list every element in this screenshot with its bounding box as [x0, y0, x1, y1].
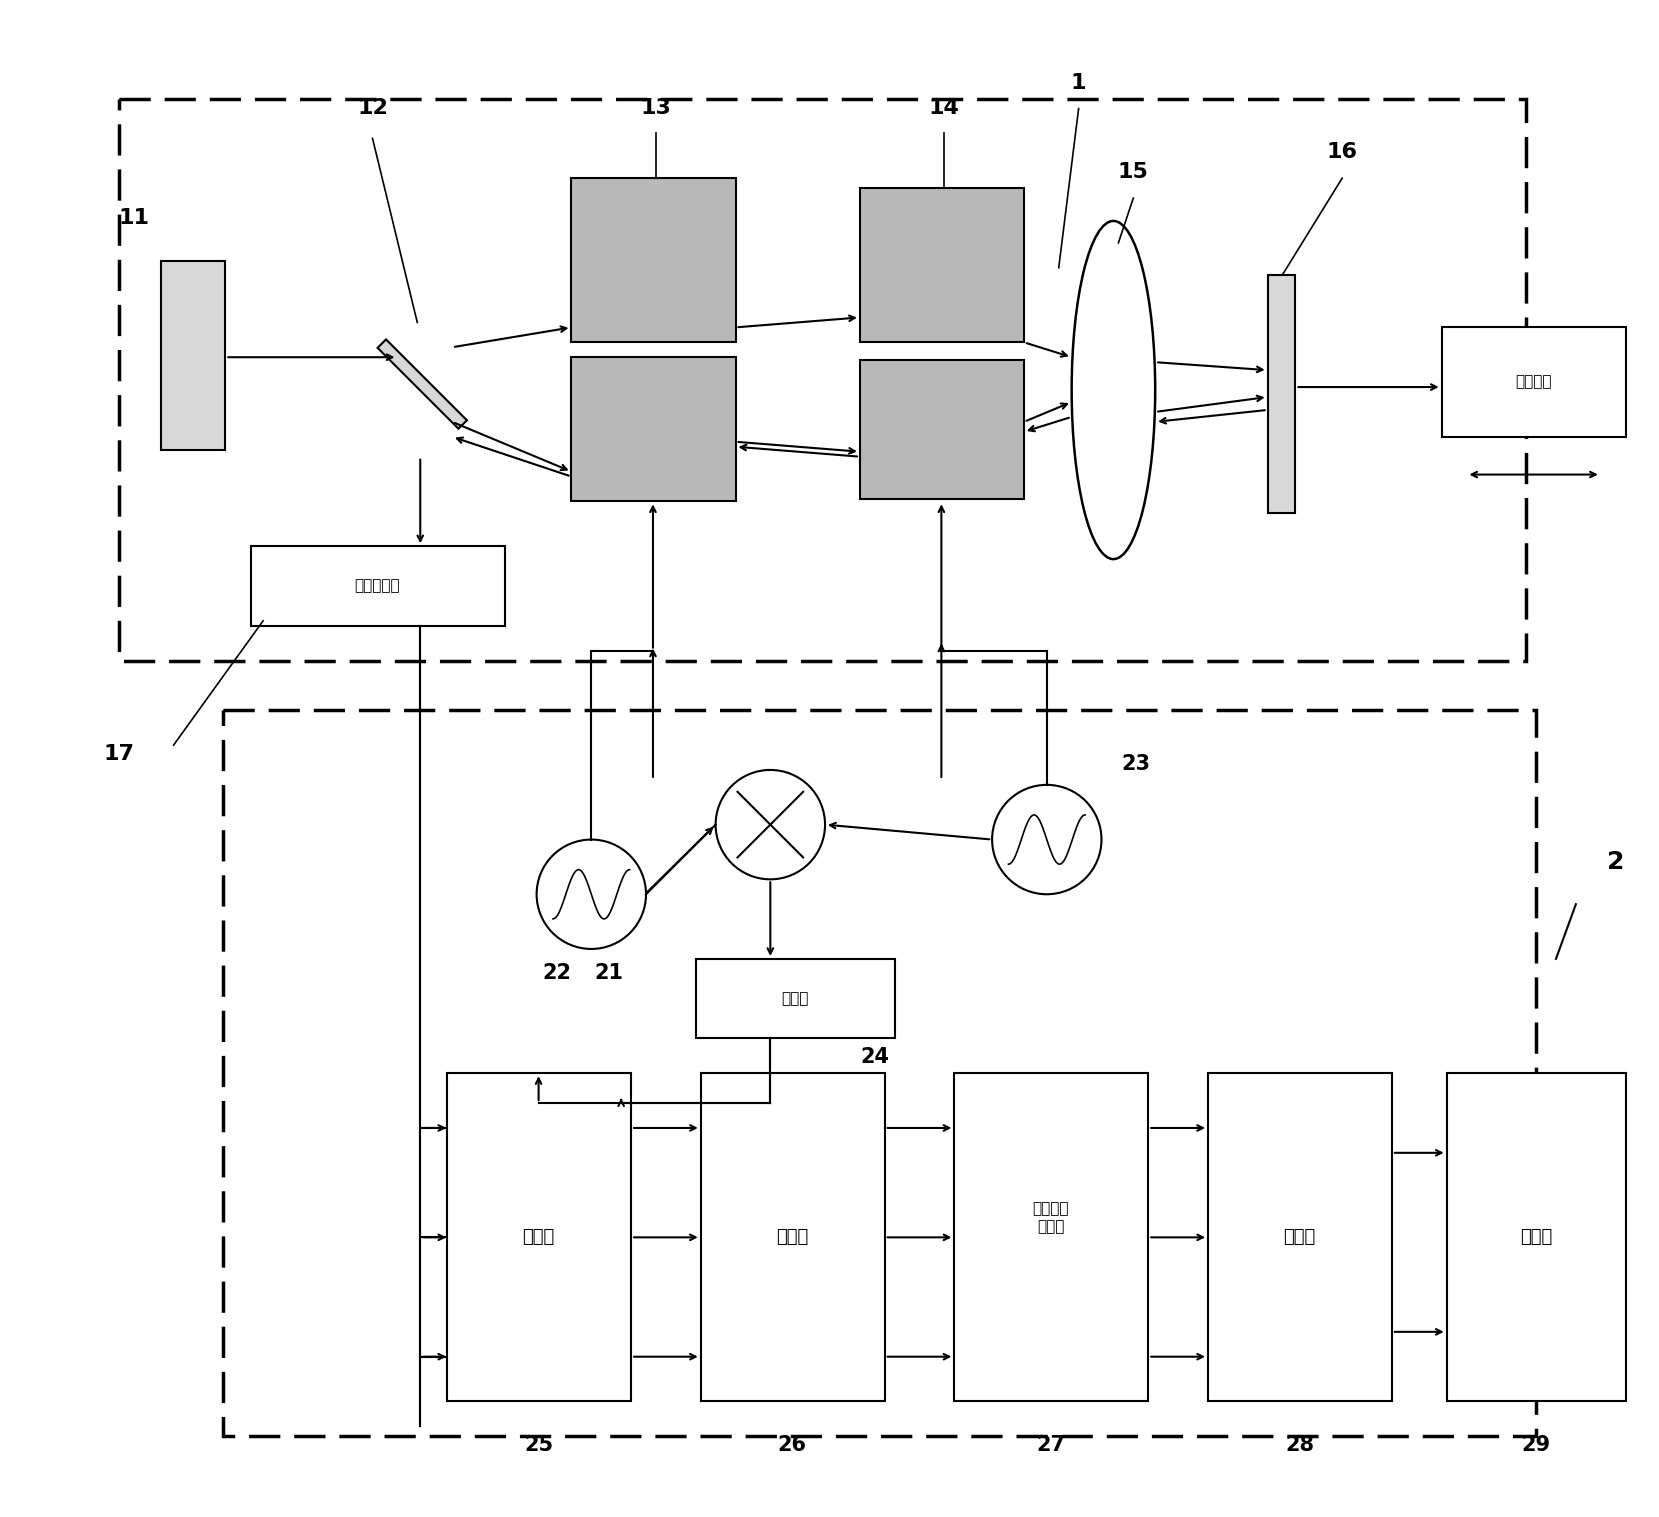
Bar [1447, 1073, 1626, 1402]
Bar [161, 261, 226, 449]
Bar [859, 360, 1024, 499]
Text: 15: 15 [1118, 162, 1148, 182]
Bar [571, 177, 735, 343]
Text: 12: 12 [357, 97, 388, 117]
Text: 17: 17 [103, 743, 134, 765]
Text: 光电探测器: 光电探测器 [355, 578, 400, 593]
Text: 被测物体: 被测物体 [1515, 375, 1551, 390]
Text: 26: 26 [778, 1435, 806, 1455]
Text: 29: 29 [1521, 1435, 1551, 1455]
Bar [1267, 275, 1296, 513]
Bar [1208, 1073, 1392, 1402]
Text: 14: 14 [929, 97, 961, 117]
Bar [251, 546, 504, 625]
Text: 单端信号
配适器: 单端信号 配适器 [1032, 1201, 1068, 1233]
Bar [119, 99, 1526, 660]
Text: 27: 27 [1037, 1435, 1065, 1455]
Text: 24: 24 [861, 1047, 889, 1068]
Text: 计算机: 计算机 [1520, 1229, 1553, 1247]
Bar [859, 188, 1024, 343]
Bar [954, 1073, 1148, 1402]
Text: 相位计: 相位计 [1284, 1229, 1316, 1247]
Text: 16: 16 [1327, 143, 1357, 162]
Text: 2: 2 [1608, 851, 1624, 874]
Text: 21: 21 [594, 963, 624, 983]
Text: 28: 28 [1286, 1435, 1314, 1455]
Bar [695, 959, 894, 1039]
Text: 13: 13 [640, 97, 672, 117]
Text: 滤波器: 滤波器 [523, 1229, 554, 1247]
Bar [571, 356, 735, 502]
Bar [700, 1073, 884, 1402]
Bar [448, 1073, 630, 1402]
Text: 11: 11 [118, 208, 149, 228]
Text: 25: 25 [524, 1435, 552, 1455]
Text: 23: 23 [1121, 754, 1151, 774]
Text: 1: 1 [1070, 73, 1087, 93]
Bar [1442, 328, 1626, 437]
Text: 放大器: 放大器 [776, 1229, 808, 1247]
Text: 倍频器: 倍频器 [781, 991, 810, 1006]
Ellipse shape [1072, 221, 1155, 560]
Bar [224, 710, 1536, 1437]
Text: 22: 22 [542, 963, 571, 983]
Polygon shape [378, 340, 466, 429]
